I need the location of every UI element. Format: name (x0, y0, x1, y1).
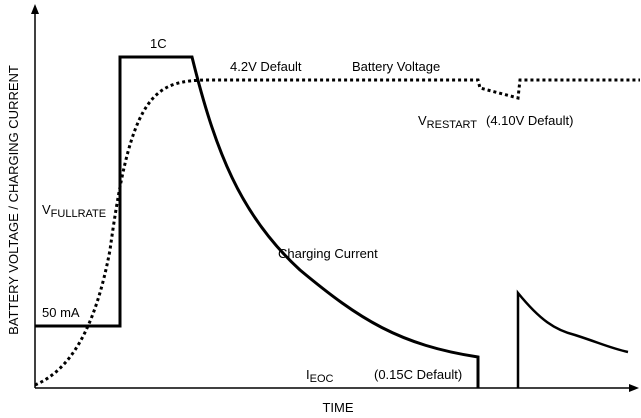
x-axis-arrow (629, 384, 639, 392)
battery-voltage-curve (34, 78, 640, 387)
label: 4.2V Default (230, 59, 302, 74)
label: 1C (150, 36, 167, 51)
label: (0.15C Default) (374, 367, 462, 382)
charging-current-curve (35, 55, 480, 388)
label: (4.10V Default) (486, 113, 573, 128)
x-axis-label: TIME (322, 400, 353, 415)
label: IEOC (306, 367, 334, 385)
y-axis-arrow (31, 4, 39, 14)
label-main: V (42, 202, 51, 217)
label: 50 mA (42, 305, 80, 320)
label-main: V (418, 113, 427, 128)
label: Battery Voltage (352, 59, 440, 74)
recharge-current-curve (516, 289, 629, 388)
label-sub: FULLRATE (51, 208, 106, 220)
y-axis-label: BATTERY VOLTAGE / CHARGING CURRENT (6, 65, 21, 335)
label-sub: EOC (310, 373, 334, 385)
label-main: I (306, 367, 310, 382)
label: Charging Current (278, 246, 378, 261)
label: VFULLRATE (42, 202, 106, 220)
label-sub: RESTART (427, 119, 478, 131)
label: VRESTART (418, 113, 477, 131)
